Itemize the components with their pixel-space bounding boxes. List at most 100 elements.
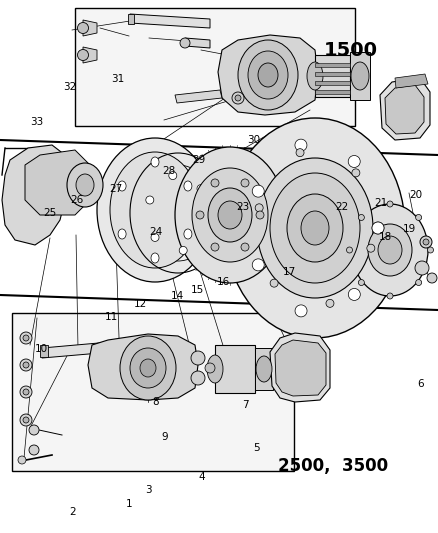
Circle shape [241, 243, 249, 251]
Circle shape [196, 211, 204, 219]
Circle shape [416, 214, 422, 221]
Ellipse shape [352, 204, 428, 296]
Text: 29: 29 [193, 155, 206, 165]
Text: 5: 5 [253, 443, 260, 453]
Ellipse shape [130, 348, 166, 388]
Circle shape [241, 179, 249, 187]
Text: 6: 6 [417, 379, 424, 389]
Circle shape [18, 456, 26, 464]
Text: 28: 28 [162, 166, 175, 175]
Circle shape [23, 362, 29, 368]
Polygon shape [175, 90, 222, 103]
Ellipse shape [248, 51, 288, 99]
Text: 9: 9 [161, 432, 168, 442]
Circle shape [270, 279, 278, 287]
Bar [128, 14, 134, 24]
Ellipse shape [301, 211, 329, 245]
Polygon shape [25, 150, 90, 215]
Text: 30: 30 [247, 135, 261, 144]
Circle shape [252, 259, 264, 271]
Ellipse shape [192, 168, 268, 262]
Circle shape [179, 246, 187, 254]
Circle shape [416, 279, 422, 286]
Polygon shape [2, 145, 68, 245]
Ellipse shape [258, 63, 278, 87]
Bar [255, 348, 273, 390]
Circle shape [346, 247, 353, 253]
Circle shape [146, 196, 154, 204]
Ellipse shape [378, 236, 402, 264]
Ellipse shape [208, 188, 252, 242]
Circle shape [255, 204, 263, 212]
Circle shape [348, 288, 360, 301]
Circle shape [202, 222, 210, 230]
Circle shape [367, 244, 375, 252]
Text: 27: 27 [110, 184, 123, 194]
Text: 20: 20 [410, 190, 423, 199]
Ellipse shape [225, 118, 405, 338]
Text: 1: 1 [126, 499, 133, 508]
Polygon shape [88, 334, 198, 400]
Text: 26: 26 [70, 195, 83, 205]
Circle shape [29, 425, 39, 435]
Circle shape [191, 351, 205, 365]
Bar [75, 8, 355, 126]
Circle shape [252, 185, 264, 197]
Circle shape [423, 239, 429, 245]
Text: 7: 7 [242, 400, 249, 410]
Text: 31: 31 [112, 74, 125, 84]
Text: 10: 10 [35, 344, 48, 354]
Text: 2500,  3500: 2500, 3500 [278, 457, 388, 475]
Text: 24: 24 [149, 227, 162, 237]
Text: 12: 12 [134, 299, 147, 309]
Circle shape [372, 222, 384, 234]
Text: 25: 25 [44, 208, 57, 218]
Circle shape [232, 92, 244, 104]
Text: 32: 32 [64, 82, 77, 92]
Text: 14: 14 [171, 291, 184, 301]
Polygon shape [83, 20, 97, 36]
Ellipse shape [218, 201, 242, 229]
Ellipse shape [140, 359, 156, 377]
Circle shape [296, 149, 304, 157]
Ellipse shape [368, 224, 412, 276]
Circle shape [295, 305, 307, 317]
Polygon shape [395, 74, 428, 88]
Ellipse shape [184, 229, 192, 239]
Text: 1500: 1500 [323, 41, 378, 60]
Circle shape [205, 363, 215, 373]
Text: 22: 22 [335, 202, 348, 212]
Circle shape [78, 50, 88, 61]
Polygon shape [270, 333, 330, 402]
Polygon shape [83, 47, 97, 63]
Bar [215, 345, 255, 393]
Circle shape [427, 247, 434, 253]
Ellipse shape [151, 157, 159, 167]
Circle shape [256, 211, 264, 219]
Ellipse shape [207, 355, 223, 383]
Text: 17: 17 [283, 267, 296, 277]
Ellipse shape [120, 336, 176, 400]
Circle shape [211, 179, 219, 187]
Circle shape [169, 172, 177, 180]
Polygon shape [185, 38, 210, 48]
Ellipse shape [175, 147, 285, 283]
Ellipse shape [307, 62, 323, 90]
Circle shape [20, 386, 32, 398]
Polygon shape [380, 78, 430, 140]
Circle shape [29, 445, 39, 455]
Circle shape [387, 201, 393, 207]
Ellipse shape [97, 138, 213, 282]
Circle shape [20, 332, 32, 344]
Circle shape [23, 389, 29, 395]
Text: 8: 8 [152, 398, 159, 407]
Circle shape [211, 243, 219, 251]
Circle shape [78, 22, 88, 34]
Ellipse shape [118, 181, 126, 191]
Ellipse shape [270, 173, 360, 283]
Text: 18: 18 [379, 232, 392, 242]
Text: 19: 19 [403, 224, 416, 234]
Circle shape [20, 359, 32, 371]
Ellipse shape [151, 253, 159, 263]
Polygon shape [42, 342, 112, 358]
